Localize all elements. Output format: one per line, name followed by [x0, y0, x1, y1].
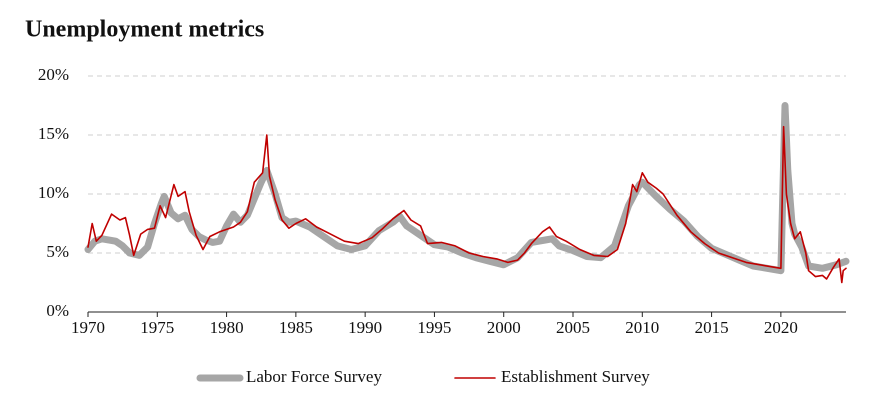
x-tick-label: 1995 [417, 318, 451, 337]
x-tick-label: 1975 [140, 318, 174, 337]
x-tick-label: 1990 [348, 318, 382, 337]
x-tick-label: 1980 [210, 318, 244, 337]
x-tick-label: 2000 [487, 318, 521, 337]
series-line [87, 125, 847, 284]
chart-title: Unemployment metrics [25, 17, 264, 43]
x-tick-label: 2020 [764, 318, 798, 337]
x-tick-label: 2010 [625, 318, 659, 337]
x-tick-label: 2015 [695, 318, 729, 337]
x-tick-label: 2005 [556, 318, 590, 337]
y-tick-label: 10% [38, 183, 69, 202]
y-tick-label: 15% [38, 124, 69, 143]
x-tick-label: 1970 [71, 318, 105, 337]
y-tick-label: 5% [46, 242, 69, 261]
y-tick-label: 20% [38, 65, 69, 84]
x-tick-label: 1985 [279, 318, 313, 337]
y-tick-label: 0% [46, 301, 69, 320]
legend-label: Establishment Survey [501, 367, 650, 386]
legend-label: Labor Force Survey [246, 367, 382, 386]
